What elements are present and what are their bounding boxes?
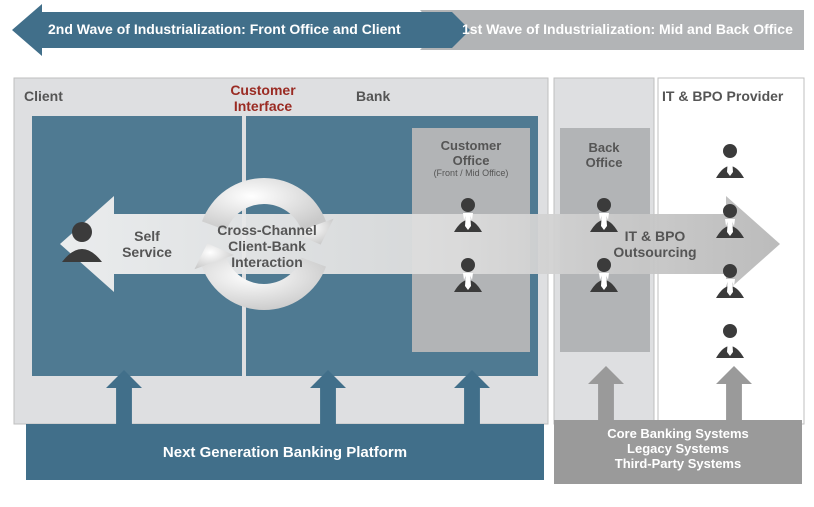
back-office-l2: Office — [564, 155, 644, 170]
bottom-right-label: Core Banking Systems Legacy Systems Thir… — [554, 426, 802, 471]
cross-channel-l1: Cross-Channel — [212, 222, 322, 238]
header-customer-interface: Customer Interface — [208, 82, 318, 114]
bottom-right-l2: Legacy Systems — [554, 441, 802, 456]
cross-channel-l2: Client-Bank — [212, 238, 322, 254]
customer-office-l2: Office — [416, 153, 526, 168]
bottom-right-l1: Core Banking Systems — [554, 426, 802, 441]
self-service-l2: Service — [112, 244, 182, 260]
self-service-label: Self Service — [112, 228, 182, 260]
bottom-right-l3: Third-Party Systems — [554, 456, 802, 471]
outsourcing-label: IT & BPO Outsourcing — [600, 228, 710, 260]
cross-channel-l3: Interaction — [212, 254, 322, 270]
first-wave-label: 1st Wave of Industrialization: Mid and B… — [462, 21, 814, 37]
header-bank: Bank — [356, 88, 390, 104]
cross-channel-label: Cross-Channel Client-Bank Interaction — [212, 222, 322, 270]
customer-office-sub: (Front / Mid Office) — [416, 168, 526, 178]
header-provider: IT & BPO Provider — [662, 88, 783, 104]
bottom-left-label: Next Generation Banking Platform — [26, 424, 544, 480]
back-office-label: Back Office — [564, 140, 644, 170]
header-client: Client — [24, 88, 63, 104]
second-wave-label: 2nd Wave of Industrialization: Front Off… — [48, 21, 448, 37]
customer-office-l1: Customer — [416, 138, 526, 153]
customer-office-label: Customer Office (Front / Mid Office) — [416, 138, 526, 178]
back-office-l1: Back — [564, 140, 644, 155]
outsourcing-l2: Outsourcing — [600, 244, 710, 260]
outsourcing-l1: IT & BPO — [600, 228, 710, 244]
self-service-l1: Self — [112, 228, 182, 244]
